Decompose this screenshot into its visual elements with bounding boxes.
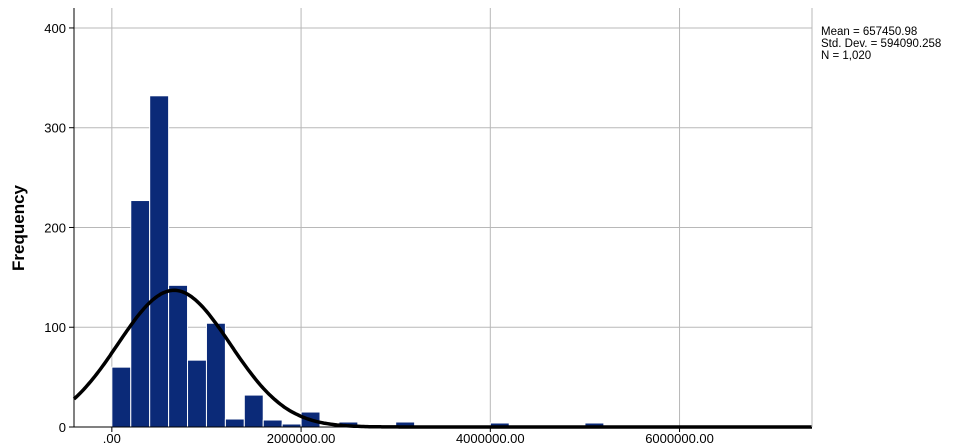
- y-tick-labels: 0 100 200 300 400: [44, 21, 66, 435]
- y-tick-label: 100: [44, 320, 66, 335]
- y-tick-label: 300: [44, 121, 66, 136]
- x-tick-label: 4000000.00: [456, 431, 525, 446]
- x-tick-label: 6000000.00: [645, 431, 714, 446]
- histogram-bar: [243, 394, 264, 428]
- grid-lines: [74, 8, 812, 427]
- histogram-bar: [149, 95, 170, 428]
- x-tick-labels: .00 2000000.00 4000000.00 6000000.00: [103, 431, 714, 446]
- histogram-bar: [224, 418, 245, 428]
- stats-legend: Mean = 657450.98 Std. Dev. = 594090.258 …: [821, 26, 941, 62]
- stats-std-dev: Std. Dev. = 594090.258: [821, 38, 942, 50]
- histogram-bar: [187, 359, 207, 428]
- stats-mean: Mean = 657450.98: [821, 26, 918, 38]
- x-tick-label: 2000000.00: [267, 431, 336, 446]
- histogram-bar: [111, 366, 132, 428]
- histogram-bar: [205, 322, 226, 428]
- histogram-bar: [262, 419, 283, 428]
- axes: [69, 8, 813, 432]
- y-axis-label: Frequency: [9, 184, 28, 271]
- y-tick-label: 0: [59, 420, 66, 435]
- y-tick-label: 200: [44, 220, 66, 235]
- x-tick-label: .00: [103, 431, 121, 446]
- histogram-bars: [111, 95, 605, 428]
- stats-n: N = 1,020: [821, 50, 872, 62]
- histogram-bar: [168, 284, 189, 428]
- y-tick-label: 400: [44, 21, 66, 36]
